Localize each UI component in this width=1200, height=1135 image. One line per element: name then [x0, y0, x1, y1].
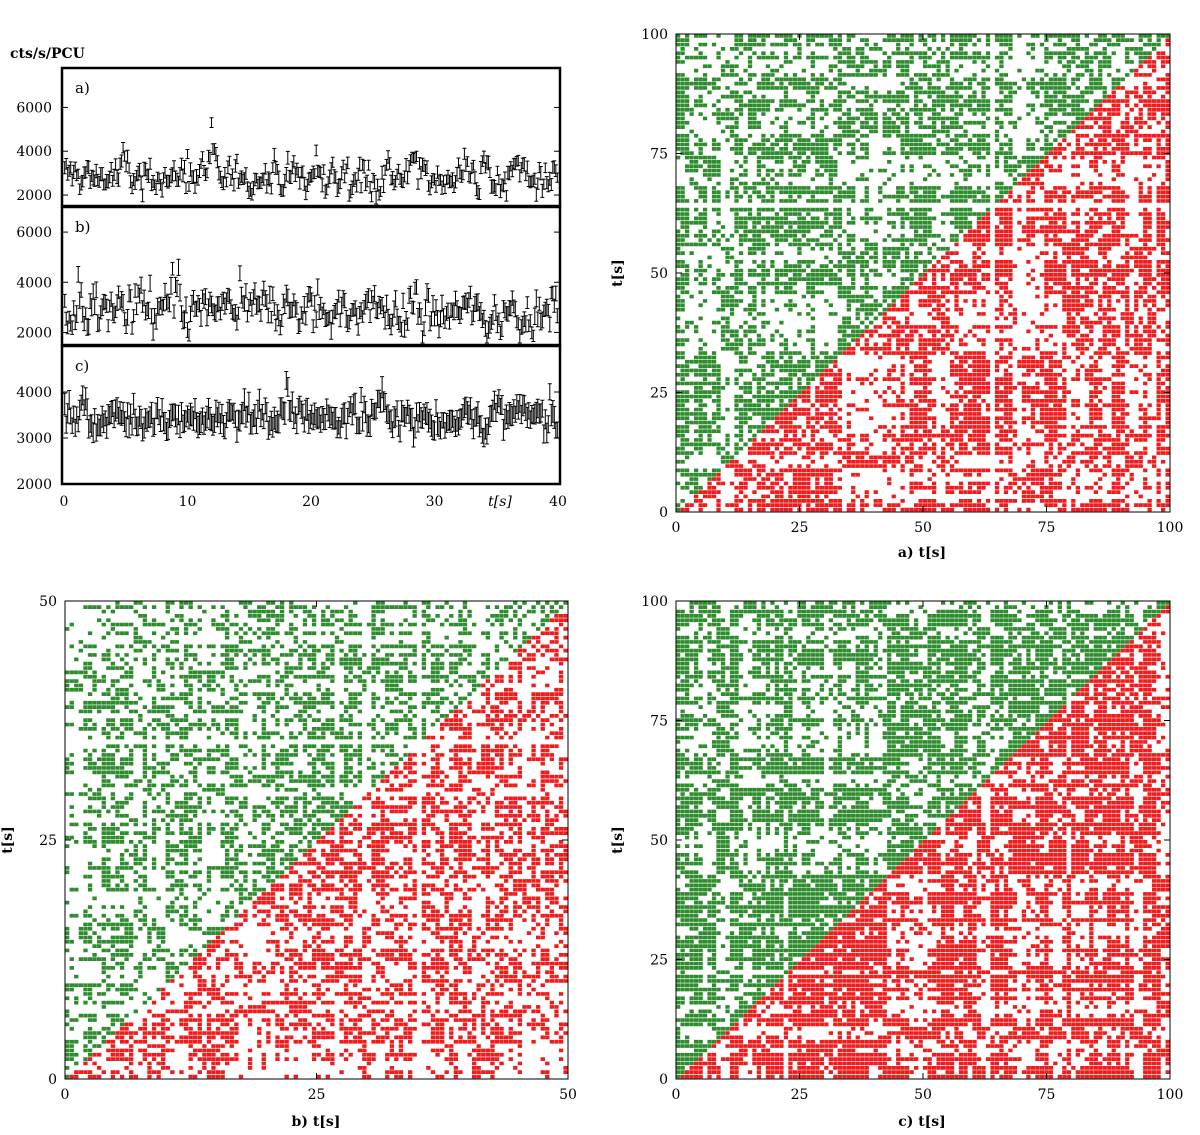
- light-curves-xlabel: t[s]: [488, 494, 512, 510]
- recurrence-plot-a-xlabel: a) t[s]: [898, 545, 946, 561]
- light-curves-ylabel: cts/s/PCU: [10, 46, 85, 62]
- recurrence-plot-a-ylabel: t[s]: [610, 259, 626, 287]
- light-curve-a-ytick: 6000: [16, 100, 52, 116]
- recurrence-plot-c-xtick: 0: [672, 1087, 681, 1103]
- light-curve-a: a) 2000 4000 6000: [16, 66, 562, 208]
- recurrence-plot-c-xtick: 75: [1038, 1087, 1056, 1103]
- recurrence-plot-c-cells: [676, 601, 1170, 1079]
- recurrence-plot-b-xtick: 50: [559, 1087, 577, 1103]
- light-curve-a-points: [62, 106, 560, 205]
- recurrence-plot-a-xtick: 100: [1157, 520, 1184, 536]
- recurrence-plot-c-ytick: 75: [650, 714, 668, 730]
- recurrence-plot-c-xtick: 50: [914, 1087, 932, 1103]
- recurrence-lower-triangle: [680, 605, 1170, 1079]
- recurrence-plot-a-xtick: 0: [672, 520, 681, 536]
- recurrence-plot-a-cells: [676, 34, 1170, 512]
- recurrence-plot-b-ytick: 50: [39, 594, 57, 610]
- light-curve-b-points: [62, 231, 560, 344]
- light-curve-c-ytick: 2000: [16, 477, 52, 493]
- recurrence-plot-a-ytick: 50: [650, 266, 668, 282]
- light-curve-b-ytick: 2000: [16, 326, 52, 342]
- recurrence-plot-b-ticks: [64, 600, 569, 1080]
- recurrence-plot-c-xtick: 25: [791, 1087, 809, 1103]
- recurrence-plot-c-ytick: 25: [650, 953, 668, 969]
- light-curve-c-frame: [60, 344, 562, 486]
- recurrence-plot-b-ytick: 0: [48, 1072, 57, 1088]
- recurrence-plot-c-ytick: 50: [650, 833, 668, 849]
- recurrence-plot-a-xtick: 50: [914, 520, 932, 536]
- recurrence-plot-c-ytick: 100: [641, 594, 668, 610]
- light-curve-b: b) 2000 4000 6000: [16, 205, 562, 347]
- light-curve-c-ytick: 3000: [16, 431, 52, 447]
- recurrence-plot-c-xtick: 100: [1157, 1087, 1184, 1103]
- recurrence-plot-b-ylabel: t[s]: [0, 826, 16, 854]
- recurrence-plot-c: 0 25 50 75 100 0 25 50 75 100 c) t[s] t[…: [610, 594, 1183, 1130]
- recurrence-plot-c-ylabel: t[s]: [610, 826, 626, 854]
- recurrence-lower-triangle: [680, 38, 1170, 512]
- recurrence-plot-a-ytick: 25: [650, 386, 668, 402]
- light-curves-xtick: 30: [426, 494, 444, 510]
- recurrence-plot-a-ticks: [675, 33, 1171, 513]
- recurrence-plot-a-xtick: 25: [791, 520, 809, 536]
- light-curve-c-label: c): [75, 357, 89, 375]
- recurrence-plot-a: 0 25 50 75 100 0 25 50 75 100 a) t[s] t[…: [610, 27, 1183, 561]
- light-curves-panel: cts/s/PCU a) 2000 4000 6000 b) 2000 4000…: [10, 46, 567, 510]
- light-curve-c-points: [62, 371, 560, 485]
- recurrence-plot-c-ticks: [675, 600, 1171, 1080]
- recurrence-plot-b: 0 25 50 0 25 50 b) t[s] t[s]: [0, 594, 577, 1130]
- light-curves-xtick: 20: [302, 494, 320, 510]
- light-curve-errorbars: [62, 258, 560, 344]
- light-curve-b-ytick: 6000: [16, 225, 52, 241]
- recurrence-upper-triangle: [676, 601, 1170, 1079]
- recurrence-plot-b-cells: [65, 601, 568, 1079]
- recurrence-plot-a-ytick: 0: [659, 505, 668, 521]
- light-curve-c-ytick: 4000: [16, 385, 52, 401]
- light-curve-errorbars: [62, 117, 560, 205]
- recurrence-plot-b-xtick: 0: [61, 1087, 70, 1103]
- recurrence-plot-b-xtick: 25: [308, 1087, 326, 1103]
- light-curve-a-ytick: 4000: [16, 144, 52, 160]
- recurrence-plot-c-ytick: 0: [659, 1072, 668, 1088]
- light-curve-a-frame: [60, 66, 562, 208]
- recurrence-plot-b-ytick: 25: [39, 833, 57, 849]
- light-curves-xaxis: 0 10 20 30 40 t[s]: [60, 494, 567, 510]
- light-curves-xtick: 0: [60, 494, 69, 510]
- recurrence-plot-b-xlabel: b) t[s]: [292, 1114, 341, 1130]
- recurrence-upper-triangle: [676, 34, 1170, 512]
- light-curve-b-label: b): [75, 218, 90, 236]
- light-curve-errorbars: [62, 371, 560, 448]
- light-curve-a-ytick: 2000: [16, 188, 52, 204]
- light-curve-a-label: a): [75, 79, 90, 97]
- recurrence-lower-triangle: [69, 614, 568, 1079]
- light-curve-b-ytick: 4000: [16, 275, 52, 291]
- recurrence-upper-triangle: [65, 601, 568, 1079]
- recurrence-plot-a-xtick: 75: [1038, 520, 1056, 536]
- recurrence-plot-c-xlabel: c) t[s]: [898, 1114, 946, 1130]
- recurrence-plot-a-ytick: 100: [641, 27, 668, 43]
- light-curves-xtick: 10: [179, 494, 197, 510]
- light-curves-xtick: 40: [549, 494, 567, 510]
- recurrence-plot-a-ytick: 75: [650, 147, 668, 163]
- light-curve-c: c) 2000 3000 4000: [16, 344, 562, 493]
